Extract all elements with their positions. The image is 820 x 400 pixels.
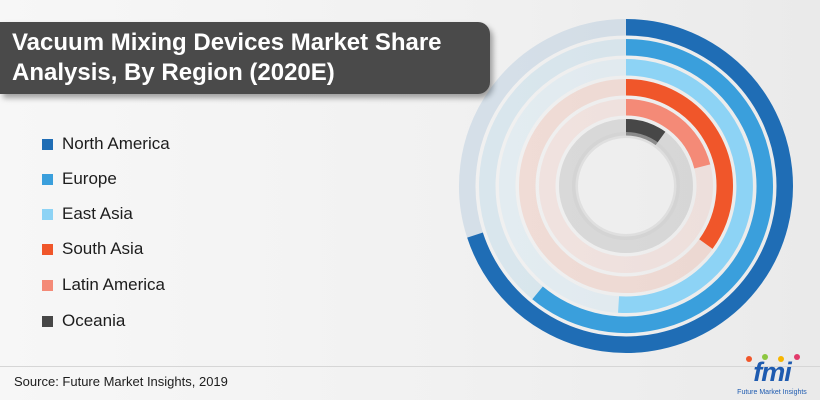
ring-bar-east-asia (618, 59, 753, 313)
legend-swatch (42, 208, 53, 220)
chart-title-line-1: Vacuum Mixing Devices Market Share (12, 29, 442, 56)
logo-dot-icon (762, 354, 768, 360)
legend-item-east-asia: East Asia (42, 203, 342, 225)
chart-title-banner: Vacuum Mixing Devices Market Share Analy… (0, 22, 490, 94)
ring-bar-south-asia (625, 79, 733, 249)
logo-wordmark: fmi (753, 357, 792, 387)
legend-item-europe: Europe (42, 168, 342, 190)
ring-track-north-america (459, 19, 626, 238)
ring-bar-oceania (625, 119, 666, 146)
footer-divider (0, 366, 820, 367)
ring-track-east-asia (498, 59, 626, 313)
logo-dot-icon (794, 354, 800, 360)
legend-swatch (42, 138, 53, 150)
ring-track-oceania (559, 119, 693, 253)
ring-track-latin-america (539, 99, 713, 273)
ring-bar-north-america (467, 19, 793, 353)
logo-dot-icon (778, 356, 784, 362)
chart-title-line-2: Analysis, By Region (2020E) (12, 59, 335, 86)
legend-label: South Asia (62, 239, 144, 258)
source-note: Source: Future Market Insights, 2019 (14, 374, 228, 389)
legend-item-latin-america: Latin America (42, 274, 342, 296)
radial-bar-chart (459, 19, 793, 353)
legend-swatch (42, 173, 53, 185)
legend-label: Latin America (62, 275, 165, 294)
ring-track-europe (479, 39, 626, 300)
legend-swatch (42, 315, 53, 327)
legend-label: Oceania (62, 311, 126, 330)
legend-swatch (42, 279, 53, 291)
legend-item-north-america: North America (42, 133, 342, 155)
inner-shadow-ring (572, 132, 680, 240)
legend-item-oceania: Oceania (42, 310, 342, 332)
legend-label: North America (62, 134, 170, 153)
ring-bar-europe (532, 39, 773, 333)
legend-label: Europe (62, 169, 117, 188)
logo-dot-icon (746, 356, 752, 362)
logo-subtitle: Future Market Insights (737, 389, 807, 396)
legend-label: East Asia (62, 204, 133, 223)
legend-item-south-asia: South Asia (42, 238, 342, 260)
ring-bar-latin-america (625, 99, 711, 169)
fmi-logo: fmi Future Market Insights (736, 354, 808, 398)
legend-swatch (42, 243, 53, 255)
ring-track-south-asia (519, 79, 713, 293)
